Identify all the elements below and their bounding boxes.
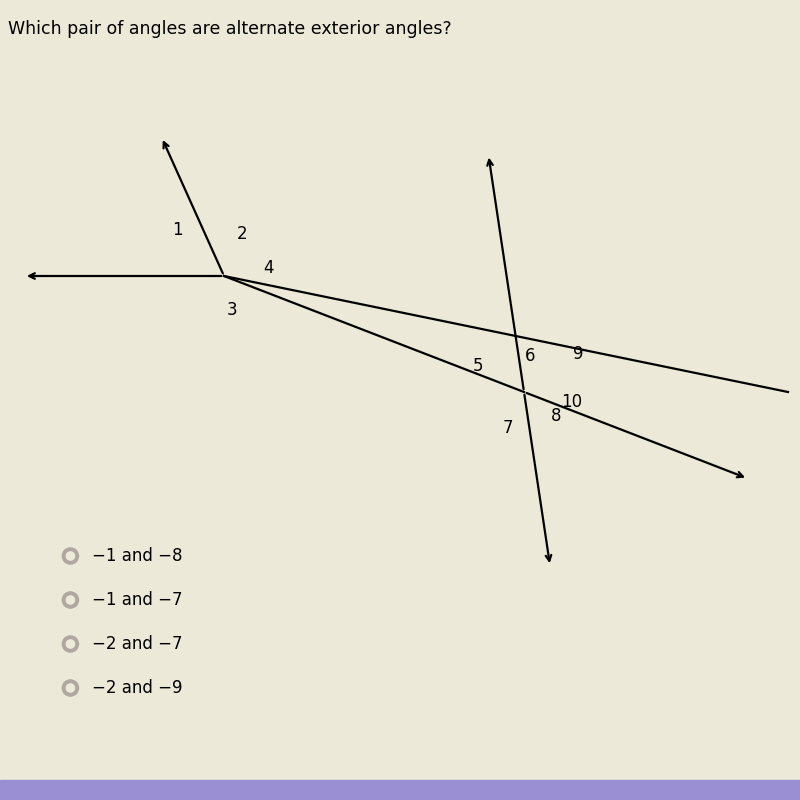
Circle shape — [66, 595, 75, 605]
Circle shape — [62, 635, 79, 653]
Text: 6: 6 — [525, 347, 536, 365]
Text: 10: 10 — [562, 393, 582, 410]
Text: −1 and −8: −1 and −8 — [92, 547, 182, 565]
Circle shape — [66, 683, 75, 693]
Text: 7: 7 — [502, 419, 514, 437]
Circle shape — [66, 639, 75, 649]
Text: −2 and −7: −2 and −7 — [92, 635, 182, 653]
Circle shape — [62, 591, 79, 609]
Circle shape — [62, 679, 79, 697]
Text: 1: 1 — [172, 221, 183, 238]
Text: 4: 4 — [262, 259, 274, 277]
Text: 3: 3 — [226, 301, 238, 318]
Text: −2 and −9: −2 and −9 — [92, 679, 182, 697]
Circle shape — [66, 551, 75, 561]
Text: 9: 9 — [573, 345, 584, 362]
Text: Which pair of angles are alternate exterior angles?: Which pair of angles are alternate exter… — [8, 20, 452, 38]
Circle shape — [62, 547, 79, 565]
Text: 5: 5 — [472, 358, 483, 375]
Text: 8: 8 — [550, 407, 562, 425]
Text: 2: 2 — [236, 226, 247, 243]
Bar — [0, 780, 800, 800]
Text: −1 and −7: −1 and −7 — [92, 591, 182, 609]
